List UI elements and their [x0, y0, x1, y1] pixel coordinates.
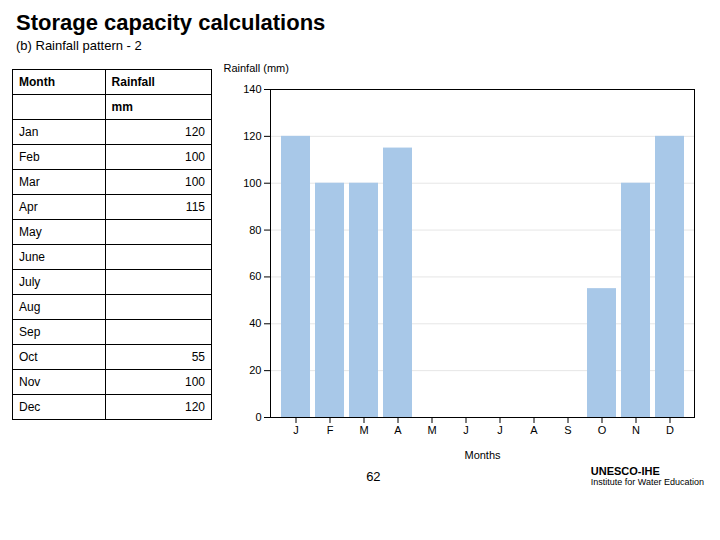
html-text:Mar: Mar [19, 175, 40, 189]
html-text:120: 120 [185, 400, 205, 414]
html-text:62: 62 [366, 468, 381, 484]
svg-text:O: O [598, 424, 607, 436]
svg-text:40: 40 [249, 317, 261, 329]
svg-text:Rainfall (mm): Rainfall (mm) [224, 62, 289, 74]
html-text:Feb: Feb [19, 150, 40, 164]
svg-text:60: 60 [249, 270, 261, 282]
html-text:Apr: Apr [19, 200, 38, 214]
svg-text:80: 80 [249, 224, 261, 236]
html-text:UNESCO-IHE: UNESCO-IHE [590, 465, 660, 477]
svg-text:100: 100 [243, 177, 261, 189]
svg-text:20: 20 [249, 364, 261, 376]
svg-text:0: 0 [255, 411, 261, 423]
svg-text:M: M [359, 424, 368, 436]
html-text:Nov: Nov [19, 375, 41, 389]
html-text:Dec: Dec [19, 400, 41, 414]
svg-text:S: S [564, 424, 571, 436]
html-text:Storage capacity calculations: Storage capacity calculations [16, 10, 326, 35]
svg-text:N: N [632, 424, 640, 436]
html-text:June: June [19, 250, 45, 264]
html-text:July: July [19, 275, 41, 289]
svg-text:Months: Months [464, 449, 501, 461]
svg-text:120: 120 [243, 130, 261, 142]
html-text:Month: Month [19, 75, 55, 89]
html-text:100: 100 [185, 175, 205, 189]
html-text:100: 100 [185, 375, 205, 389]
svg-text:140: 140 [243, 83, 261, 95]
svg-text:D: D [666, 424, 674, 436]
html-text:100: 100 [185, 150, 205, 164]
html-text:May: May [19, 225, 42, 239]
svg-text:A: A [394, 424, 402, 436]
svg-text:J: J [293, 424, 299, 436]
html-text:Sep: Sep [19, 325, 41, 339]
svg-text:A: A [530, 424, 538, 436]
html-text:Jan: Jan [19, 125, 39, 139]
html-text:55: 55 [191, 350, 205, 364]
html-text:mm: mm [111, 100, 133, 114]
html-text:(b) Rainfall pattern - 2: (b) Rainfall pattern - 2 [16, 38, 142, 53]
html-text:Rainfall: Rainfall [111, 75, 155, 89]
html-text:Aug: Aug [19, 300, 41, 314]
svg-text:M: M [427, 424, 436, 436]
html-text:115: 115 [185, 200, 205, 214]
html-text:Institute for Water Education: Institute for Water Education [590, 477, 704, 487]
html-text:120: 120 [185, 125, 205, 139]
svg-text:J: J [463, 424, 469, 436]
svg-text:F: F [327, 424, 334, 436]
svg-text:J: J [497, 424, 503, 436]
html-text:Oct: Oct [19, 350, 38, 364]
